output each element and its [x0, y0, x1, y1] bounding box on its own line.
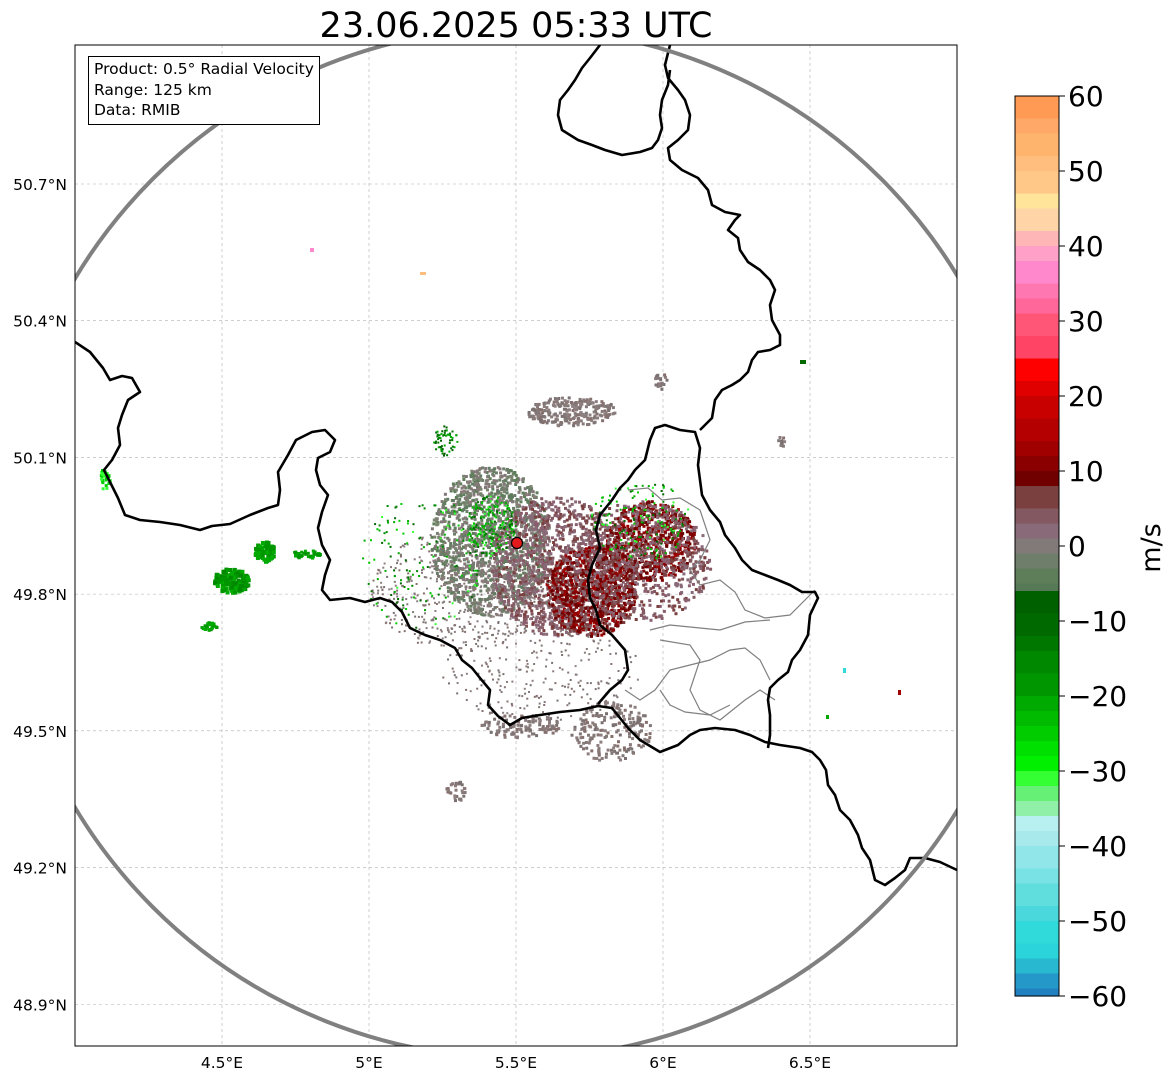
- colorbar-band: [1015, 171, 1059, 195]
- lon-tick-label: 6.5°E: [789, 1054, 831, 1072]
- colorbar-band: [1015, 418, 1059, 442]
- info-range: Range: 125 km: [94, 80, 212, 99]
- radar-site-marker: [510, 536, 524, 550]
- colorbar-ticks: 60 50 40 30 20 10 0 −10 −20 −30 −40 −50 −60: [1059, 80, 1127, 1013]
- lon-tick-label: 5.5°E: [495, 1054, 537, 1072]
- colorbar-band: [1015, 456, 1059, 472]
- colorbar-band: [1015, 771, 1059, 787]
- colorbar-band: [1015, 508, 1059, 525]
- lon-tick-label: 4.5°E: [201, 1054, 243, 1072]
- colorbar-tick-label: −30: [1068, 755, 1127, 788]
- lon-tick-label: 5°E: [355, 1054, 382, 1072]
- colorbar-band: [1015, 651, 1059, 675]
- colorbar-band: [1015, 298, 1059, 315]
- colorbar-band: [1015, 988, 1059, 997]
- colorbar-band: [1015, 801, 1059, 817]
- colorbar-band: [1015, 283, 1059, 300]
- info-product: Product: 0.5° Radial Velocity: [94, 60, 314, 78]
- colorbar-tick-label: 40: [1068, 230, 1104, 263]
- colorbar-label: m/s: [1136, 523, 1167, 572]
- lat-tick-label: 50.4°N: [13, 313, 67, 331]
- radar-echoes: [99, 248, 901, 803]
- colorbar-tick-label: 30: [1068, 305, 1104, 338]
- colorbar-band: [1015, 846, 1059, 870]
- colorbar-band: [1015, 156, 1059, 172]
- map-frame: [74, 44, 958, 1047]
- colorbar-tick-label: −60: [1068, 980, 1127, 1013]
- colorbar-tick-label: 50: [1068, 155, 1104, 188]
- colorbar-band: [1015, 636, 1059, 652]
- country-borders: [75, 45, 957, 887]
- colorbar-band: [1015, 973, 1059, 990]
- colorbar-band: [1015, 816, 1059, 832]
- colorbar-band: [1015, 441, 1059, 457]
- colorbar-band: [1015, 261, 1059, 285]
- colorbar-band: [1015, 711, 1059, 727]
- colorbar-tick-label: −40: [1068, 830, 1127, 863]
- lon-tick-label: 6°E: [649, 1054, 676, 1072]
- colorbar-band: [1015, 568, 1059, 585]
- lat-tick-label: 48.9°N: [13, 996, 67, 1014]
- colorbar-band: [1015, 471, 1059, 487]
- colorbar-band: [1015, 868, 1059, 885]
- colorbar-bands: [1015, 96, 1059, 997]
- colorbar-band: [1015, 96, 1059, 120]
- colorbar-band: [1015, 726, 1059, 742]
- lat-tick-label: 49.2°N: [13, 860, 67, 878]
- colorbar-band: [1015, 673, 1059, 697]
- colorbar-band: [1015, 756, 1059, 772]
- colorbar-tick-label: −10: [1068, 605, 1127, 638]
- colorbar-band: [1015, 943, 1059, 960]
- longitude-axis: 4.5°E 5°E 5.5°E 6°E 6.5°E: [201, 1054, 831, 1072]
- colorbar-band: [1015, 786, 1059, 802]
- province-borders: [624, 487, 816, 721]
- colorbar-band: [1015, 208, 1059, 232]
- colorbar-band: [1015, 538, 1059, 555]
- colorbar-band: [1015, 381, 1059, 397]
- colorbar-band: [1015, 591, 1059, 615]
- colorbar-band: [1015, 313, 1059, 337]
- colorbar-band: [1015, 921, 1059, 945]
- product-info-box: Product: 0.5° Radial Velocity Range: 125…: [88, 56, 320, 125]
- colorbar-tick-label: −50: [1068, 905, 1127, 938]
- colorbar-band: [1015, 523, 1059, 540]
- colorbar-tick-label: 60: [1068, 80, 1104, 113]
- colorbar-band: [1015, 613, 1059, 637]
- info-data: Data: RMIB: [94, 101, 181, 119]
- colorbar-band: [1015, 133, 1059, 157]
- colorbar-band: [1015, 118, 1059, 135]
- lat-tick-label: 50.1°N: [13, 449, 67, 467]
- latitude-axis: 50.7°N 50.4°N 50.1°N 49.8°N 49.5°N 49.2°N 48.9…: [13, 176, 67, 1014]
- colorbar-band: [1015, 883, 1059, 907]
- colorbar-band: [1015, 741, 1059, 757]
- lat-tick-label: 49.8°N: [13, 586, 67, 604]
- colorbar-tick-label: 20: [1068, 380, 1104, 413]
- colorbar-band: [1015, 906, 1059, 922]
- colorbar-band: [1015, 336, 1059, 360]
- colorbar-tick-label: −20: [1068, 680, 1127, 713]
- colorbar-band: [1015, 231, 1059, 247]
- colorbar-band: [1015, 358, 1059, 382]
- colorbar-band: [1015, 831, 1059, 847]
- colorbar-tick-label: 0: [1068, 530, 1086, 563]
- map-title: 23.06.2025 05:33 UTC: [319, 6, 713, 46]
- colorbar-band: [1015, 486, 1059, 510]
- lat-tick-label: 49.5°N: [13, 723, 67, 741]
- colorbar-band: [1015, 246, 1059, 262]
- colorbar-band: [1015, 583, 1059, 592]
- colorbar-band: [1015, 696, 1059, 712]
- lat-tick-label: 50.7°N: [13, 176, 67, 194]
- colorbar-band: [1015, 958, 1059, 975]
- colorbar-tick-label: 10: [1068, 455, 1104, 488]
- colorbar-band: [1015, 193, 1059, 210]
- colorbar-band: [1015, 553, 1059, 570]
- colorbar-band: [1015, 396, 1059, 420]
